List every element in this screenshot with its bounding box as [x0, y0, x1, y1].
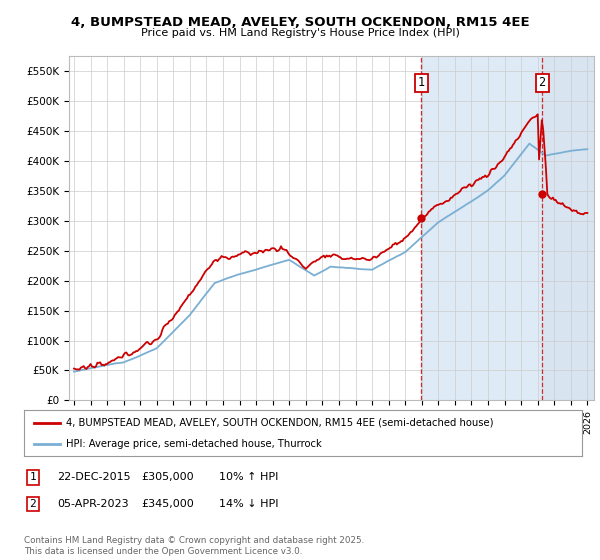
Text: £345,000: £345,000: [141, 499, 194, 509]
Text: 1: 1: [29, 472, 37, 482]
Text: 10% ↑ HPI: 10% ↑ HPI: [219, 472, 278, 482]
Bar: [542, 56, 596, 400]
Text: 4, BUMPSTEAD MEAD, AVELEY, SOUTH OCKENDON, RM15 4EE (semi-detached house): 4, BUMPSTEAD MEAD, AVELEY, SOUTH OCKENDO…: [66, 418, 493, 428]
Text: 22-DEC-2015: 22-DEC-2015: [57, 472, 131, 482]
Text: Contains HM Land Registry data © Crown copyright and database right 2025.
This d: Contains HM Land Registry data © Crown c…: [24, 536, 364, 556]
Text: 14% ↓ HPI: 14% ↓ HPI: [219, 499, 278, 509]
Text: HPI: Average price, semi-detached house, Thurrock: HPI: Average price, semi-detached house,…: [66, 439, 322, 449]
Text: 2: 2: [539, 77, 546, 90]
Text: 05-APR-2023: 05-APR-2023: [57, 499, 128, 509]
Text: 2: 2: [29, 499, 37, 509]
Text: Price paid vs. HM Land Registry's House Price Index (HPI): Price paid vs. HM Land Registry's House …: [140, 28, 460, 38]
Text: 1: 1: [418, 77, 425, 90]
Bar: [421, 56, 596, 400]
Text: £305,000: £305,000: [141, 472, 194, 482]
Text: 4, BUMPSTEAD MEAD, AVELEY, SOUTH OCKENDON, RM15 4EE: 4, BUMPSTEAD MEAD, AVELEY, SOUTH OCKENDO…: [71, 16, 529, 29]
Bar: [542, 56, 596, 400]
